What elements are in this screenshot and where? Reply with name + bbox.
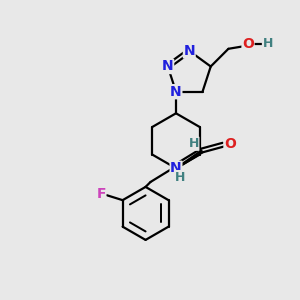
- Text: N: N: [162, 59, 174, 74]
- Text: N: N: [170, 85, 182, 99]
- Text: O: O: [242, 37, 254, 51]
- Text: H: H: [262, 38, 273, 50]
- Text: H: H: [188, 137, 199, 150]
- Text: F: F: [96, 187, 106, 201]
- Text: N: N: [183, 44, 195, 58]
- Text: O: O: [224, 137, 236, 151]
- Text: H: H: [175, 171, 185, 184]
- Text: N: N: [170, 161, 182, 175]
